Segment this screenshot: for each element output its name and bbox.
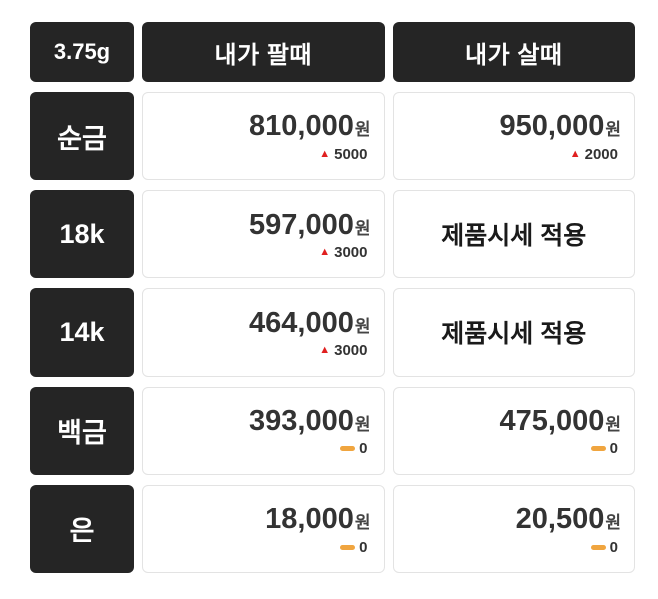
buy-price-cell: 제품시세 적용 <box>392 288 635 377</box>
price-value: 18,000 <box>265 503 354 536</box>
buy-price-cell: 475,000원 0 <box>392 386 635 475</box>
change-value: 5000 <box>334 145 368 163</box>
price-unit: 원 <box>354 415 371 435</box>
price-value: 810,000 <box>249 110 354 143</box>
price-value: 475,000 <box>499 405 605 438</box>
price-unit: 원 <box>354 513 371 533</box>
price-unit: 원 <box>354 120 371 140</box>
price-value: 597,000 <box>249 208 354 241</box>
flat-dash-icon <box>590 544 606 550</box>
up-triangle-icon: ▲ <box>319 147 331 160</box>
price: 393,000원 <box>249 405 370 438</box>
price: 597,000원 <box>249 209 370 242</box>
sell-price-cell: 393,000원 0 <box>142 386 385 475</box>
price: 18,000원 <box>265 503 370 536</box>
change-value: 3000 <box>334 243 368 261</box>
sell-price-cell: 597,000원 ▲ 3000 <box>142 190 385 279</box>
row-label-18k: 18k <box>30 190 134 279</box>
flat-dash-icon <box>340 544 356 550</box>
price-value: 20,500 <box>515 503 605 536</box>
price-value: 950,000 <box>499 110 605 143</box>
product-price-note: 제품시세 적용 <box>441 320 587 349</box>
header-buy: 내가 살때 <box>392 22 635 82</box>
buy-price-cell: 950,000원 ▲ 2000 <box>392 92 635 181</box>
price-change-up: ▲ 5000 <box>319 147 370 162</box>
price-unit: 원 <box>354 316 371 336</box>
price: 950,000원 <box>500 110 621 143</box>
price-change-flat: 0 <box>340 540 370 555</box>
price-change-flat: 0 <box>590 440 621 458</box>
price-unit: 원 <box>605 513 621 533</box>
flat-dash-icon <box>590 446 606 452</box>
change-value: 3000 <box>334 342 368 360</box>
change-value: 0 <box>359 440 368 458</box>
up-triangle-icon: ▲ <box>319 245 331 258</box>
up-triangle-icon: ▲ <box>319 344 331 357</box>
flat-dash-icon <box>340 446 356 452</box>
price-change-up: ▲ 3000 <box>319 245 370 260</box>
change-value: 0 <box>609 538 618 556</box>
change-value: 0 <box>359 538 368 556</box>
row-label-silver: 은 <box>30 484 134 573</box>
header-sell: 내가 팔때 <box>142 22 385 82</box>
up-triangle-icon: ▲ <box>569 147 581 160</box>
price: 464,000원 <box>249 307 370 340</box>
buy-price-cell: 20,500원 0 <box>392 484 635 573</box>
buy-price-cell: 제품시세 적용 <box>392 190 635 279</box>
sell-price-cell: 810,000원 ▲ 5000 <box>142 92 385 181</box>
header-unit: 3.75g <box>30 22 134 82</box>
price-unit: 원 <box>605 120 621 140</box>
price: 475,000원 <box>500 405 621 438</box>
price: 20,500원 <box>516 503 621 536</box>
price-change-flat: 0 <box>340 441 370 456</box>
sell-price-cell: 18,000원 0 <box>142 484 385 573</box>
price: 810,000원 <box>249 110 370 143</box>
change-value: 0 <box>609 440 618 458</box>
price-change-up: ▲ 3000 <box>319 343 370 358</box>
row-label-14k: 14k <box>30 288 134 377</box>
product-price-note: 제품시세 적용 <box>441 222 587 251</box>
price-unit: 원 <box>605 415 621 435</box>
change-value: 2000 <box>584 145 618 163</box>
sell-price-cell: 464,000원 ▲ 3000 <box>142 288 385 377</box>
price-unit: 원 <box>354 218 371 238</box>
price-change-flat: 0 <box>590 538 621 556</box>
row-label-platinum: 백금 <box>30 386 134 475</box>
price-value: 464,000 <box>249 306 354 339</box>
price-change-up: ▲ 2000 <box>570 147 621 162</box>
row-label-puregold: 순금 <box>30 92 134 181</box>
price-value: 393,000 <box>249 405 354 438</box>
